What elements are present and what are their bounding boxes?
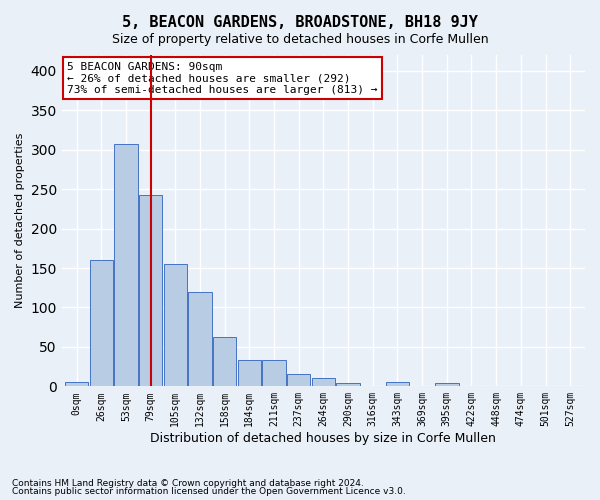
Y-axis label: Number of detached properties: Number of detached properties — [15, 133, 25, 308]
Bar — [188, 292, 212, 386]
Bar — [89, 260, 113, 386]
Bar — [287, 374, 310, 386]
Text: 5 BEACON GARDENS: 90sqm
← 26% of detached houses are smaller (292)
73% of semi-d: 5 BEACON GARDENS: 90sqm ← 26% of detache… — [67, 62, 377, 95]
Bar — [311, 378, 335, 386]
Bar — [65, 382, 88, 386]
Bar — [435, 383, 458, 386]
Text: Size of property relative to detached houses in Corfe Mullen: Size of property relative to detached ho… — [112, 32, 488, 46]
Text: 5, BEACON GARDENS, BROADSTONE, BH18 9JY: 5, BEACON GARDENS, BROADSTONE, BH18 9JY — [122, 15, 478, 30]
Bar — [139, 194, 163, 386]
Bar — [238, 360, 261, 386]
Bar — [262, 360, 286, 386]
X-axis label: Distribution of detached houses by size in Corfe Mullen: Distribution of detached houses by size … — [151, 432, 496, 445]
Bar — [114, 144, 137, 386]
Bar — [213, 336, 236, 386]
Bar — [164, 264, 187, 386]
Text: Contains public sector information licensed under the Open Government Licence v3: Contains public sector information licen… — [12, 487, 406, 496]
Bar — [337, 383, 360, 386]
Bar — [386, 382, 409, 386]
Text: Contains HM Land Registry data © Crown copyright and database right 2024.: Contains HM Land Registry data © Crown c… — [12, 478, 364, 488]
